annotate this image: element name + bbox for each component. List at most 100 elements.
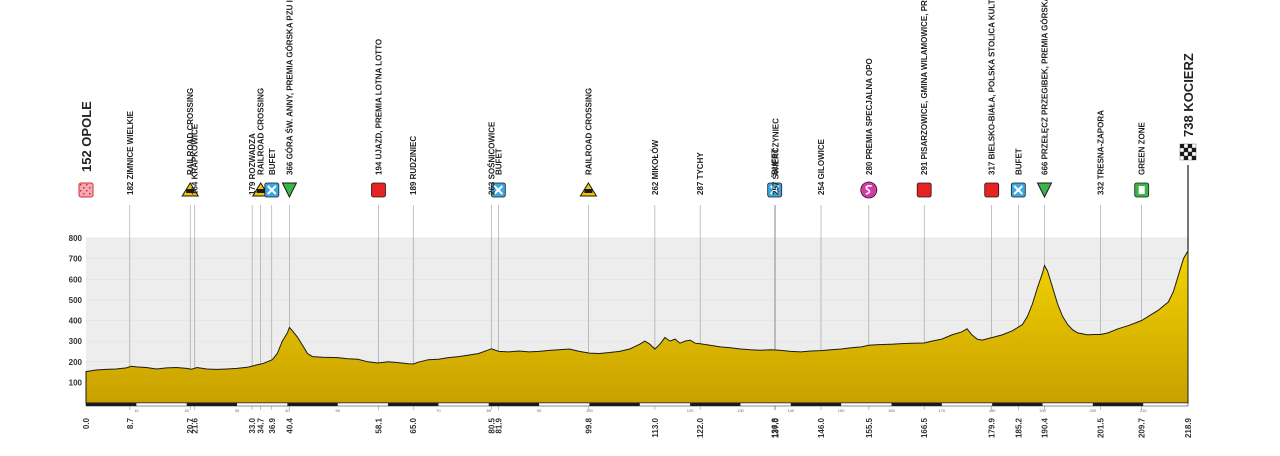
y-tick-label: 500	[69, 296, 83, 305]
finish-label: 738 KOCIERZ	[1181, 53, 1196, 137]
finish-check-icon	[1191, 151, 1197, 157]
km-label: 137.0	[772, 417, 781, 438]
y-tick-label: 600	[69, 275, 83, 284]
minor-km-tick: 30	[235, 408, 240, 413]
finish-check-icon	[1183, 155, 1189, 161]
minor-km-tick: 210	[1140, 408, 1147, 413]
sprint-square-icon	[371, 182, 386, 198]
elevation-area	[85, 248, 1189, 404]
waypoint-label: 164 KRAPKOWICE	[191, 123, 200, 195]
sprint-icon	[984, 182, 1000, 198]
waypoint-label: 179 ROZWADZA	[248, 133, 257, 195]
start-flag-check-icon	[89, 193, 91, 195]
waypoint-label: 182 ZIMNICE WIELKIE	[126, 110, 135, 195]
minor-km-tick: 170	[938, 408, 945, 413]
km-ruler: 10 20 30 40 50 70 80 90 100 120 130 140 150 160 170 180…	[85, 402, 1189, 413]
finish-check-icon	[1187, 143, 1193, 149]
km-label: 40.4	[285, 417, 294, 433]
ruler-segment	[589, 403, 640, 406]
ruler-segment	[891, 403, 942, 406]
feed-icon	[490, 182, 506, 198]
waypoint-label: GREEN ZONE	[1138, 121, 1147, 175]
finish-check-icon	[1183, 151, 1189, 157]
waypoint-icons	[181, 181, 1150, 199]
km-label: 201.5	[1096, 417, 1105, 438]
finish-check-icon	[1183, 143, 1189, 149]
finish-check-icon	[1187, 155, 1193, 161]
start-flag-check-icon	[83, 187, 85, 189]
waypoint-label: 332 TRESNA-ZAPORA	[1096, 110, 1105, 195]
waypoint-label: BUFET	[268, 148, 277, 175]
start-flag-check-icon	[86, 184, 88, 186]
sprint-icon	[916, 182, 932, 198]
sprint-square-icon	[984, 182, 1000, 198]
waypoint-label: 317 BIELSKO-BIAŁA, POLSKA STOLICA KULTUR…	[988, 0, 997, 175]
km-label: 65.0	[409, 417, 418, 433]
minor-km-tick: 20	[184, 408, 189, 413]
special-s-icon	[865, 185, 872, 195]
waypoint-label: 291 PISARZOWICE, GMINA WILAMOWICE, PREMI…	[920, 0, 929, 175]
waypoint-label: BUFET	[494, 148, 503, 175]
kom-triangle-icon	[1036, 182, 1053, 199]
feed-icon	[264, 182, 280, 198]
km-label: 136.8	[771, 417, 780, 438]
km-label: 80.5	[487, 417, 496, 433]
ruler-segment	[86, 403, 137, 406]
km-label: 218.9	[1184, 417, 1193, 438]
start-flag-check-icon	[80, 184, 82, 186]
waypoint-label: RAILROAD CROSSING	[584, 88, 593, 175]
start-flag-icon	[78, 182, 94, 198]
railroad-train-icon	[584, 189, 593, 193]
railroad-icon	[579, 182, 598, 197]
km-label: 99.8	[584, 417, 593, 433]
railroad-train-icon	[186, 189, 195, 193]
minor-km-tick: 50	[335, 408, 340, 413]
finish-flag-icon	[1179, 143, 1197, 161]
feed-icon	[767, 182, 783, 198]
km-label: 33.0	[248, 417, 257, 433]
finish-check-icon	[1187, 151, 1193, 157]
waypoint-label: BUFET	[771, 148, 780, 175]
finish-check-icon	[1179, 147, 1185, 153]
minor-km-tick: 130	[737, 408, 744, 413]
ruler-segment	[287, 403, 338, 406]
finish-check-icon	[1191, 155, 1197, 161]
waypoint-label: 287 TYCHY	[696, 152, 705, 195]
y-tick-label: 200	[69, 358, 83, 367]
minor-km-tick: 190	[1039, 408, 1046, 413]
km-label: 185.2	[1014, 417, 1023, 438]
sprint-icon	[371, 182, 386, 198]
green-zone-bin-icon	[1138, 186, 1145, 194]
km-label: 81.9	[494, 417, 503, 433]
waypoint-label: BUFET	[1014, 148, 1023, 175]
sprint-square-icon	[916, 182, 932, 198]
start-finish: 152 OPOLE 738 KOCIERZ	[78, 53, 1197, 250]
ruler-segment	[186, 403, 238, 406]
kom-triangle-icon	[281, 182, 298, 199]
km-labels: 0.0 8.7 20.721.6 33.0 34.7 36.9 40.4 58.1 65.0 80…	[82, 417, 1193, 438]
km-label: 209.7	[1138, 417, 1147, 438]
waypoint-label: RAILROAD CROSSING	[186, 88, 195, 175]
waypoint-label: RAILROAD CROSSING	[257, 88, 266, 175]
km-label: 34.7	[257, 417, 266, 433]
waypoint-label: 254 GILOWICE	[817, 138, 826, 195]
km-label: 155.5	[865, 417, 874, 438]
km-label: 179.9	[988, 417, 997, 438]
special-icon	[860, 181, 878, 199]
feed-cutlery-icon	[267, 185, 277, 195]
ruler-segment	[790, 403, 842, 406]
start-label: 152 OPOLE	[79, 101, 94, 172]
feed-cutlery-icon	[769, 185, 780, 195]
km-label: 8.7	[126, 417, 135, 429]
y-tick-label: 700	[69, 255, 83, 264]
railroad-train-icon	[256, 189, 265, 193]
y-tick-label: 400	[69, 317, 83, 326]
ruler-segment	[992, 403, 1043, 406]
finish-check-icon	[1179, 155, 1185, 161]
y-tick-label: 800	[69, 234, 83, 243]
y-axis: 100 200 300 400 500 600 700 800	[69, 234, 83, 387]
y-tick-label: 300	[69, 337, 83, 346]
kom-icon	[281, 182, 298, 199]
km-label: 21.6	[191, 417, 200, 433]
waypoint-label: 189 RUDZINIEC	[409, 136, 418, 195]
